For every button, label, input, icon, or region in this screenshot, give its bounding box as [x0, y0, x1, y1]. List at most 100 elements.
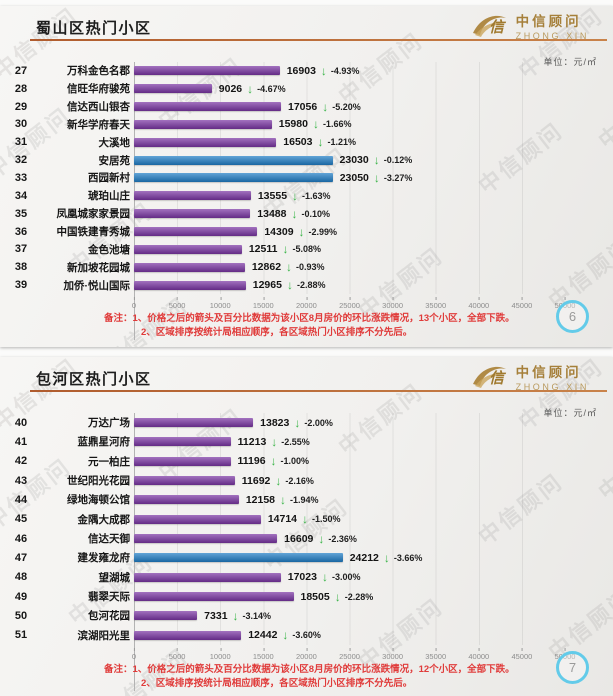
change-percent: -2.99% — [308, 226, 338, 237]
x-tick-label: 25000 — [339, 297, 360, 310]
change-percent: -1.50% — [312, 514, 341, 525]
rank-label: 48 — [14, 571, 28, 584]
price-value: 14309 — [264, 225, 294, 238]
rank-label: 28 — [14, 82, 28, 95]
down-arrow-icon: ↓ — [302, 512, 309, 527]
bar-chart: 40 万达广场 13823 ↓ -2.00% 41 蓝鼎星河府 11213 ↓ -2.55% 42 元… — [0, 413, 613, 645]
price-value: 23050 — [339, 171, 369, 184]
chart-row: 45 金隅大成郡 14714 ↓ -1.50% — [0, 512, 613, 526]
price-bar — [134, 456, 231, 466]
bar-zone: 11213 ↓ -2.55% — [134, 436, 565, 448]
bar-chart: 27 万科金色名郡 16903 ↓ -4.93% 28 信旺华府骏苑 9026 ↓ -4.67% 2… — [0, 62, 613, 294]
bar-zone: 12862 ↓ -0.93% — [134, 261, 565, 273]
rank-label: 43 — [14, 474, 28, 487]
rank-label: 37 — [14, 243, 28, 256]
chart-row: 37 金色池塘 12511 ↓ -5.08% — [0, 242, 613, 256]
change-percent: -1.21% — [327, 137, 356, 148]
price-bar — [134, 119, 272, 129]
change-percent: -4.67% — [257, 83, 286, 94]
community-name: 包河花园 — [88, 610, 130, 623]
bar-zone: 17056 ↓ -5.20% — [134, 101, 565, 113]
change-percent: -4.93% — [330, 65, 360, 76]
change-percent: -5.20% — [332, 101, 361, 112]
x-tick-label: 45000 — [511, 297, 533, 310]
x-tick-label: 15000 — [252, 297, 274, 310]
bar-zone: 16903 ↓ -4.93% — [134, 65, 565, 77]
price-bar — [134, 495, 239, 505]
chart-row: 39 加侨·悦山国际 12965 ↓ -2.88% — [0, 278, 613, 292]
change-percent: -2.55% — [281, 436, 310, 447]
down-arrow-icon: ↓ — [247, 81, 254, 96]
bar-zone: 13555 ↓ -1.63% — [134, 190, 565, 202]
price-value: 15980 — [278, 118, 308, 131]
change-percent: -1.63% — [302, 190, 331, 201]
down-arrow-icon: ↓ — [383, 550, 390, 565]
price-value: 9026 — [218, 82, 243, 95]
footnote-line-2: 2、区域排序按统计局相应顺序，各区域热门小区排序不分先后。 — [141, 677, 413, 689]
price-value: 16903 — [286, 64, 316, 77]
brand-logo-icon: 信 — [469, 362, 511, 392]
price-value: 11196 — [237, 455, 266, 468]
bar-zone: 17023 ↓ -3.00% — [134, 571, 565, 583]
bar-zone: 15980 ↓ -1.66% — [134, 118, 565, 130]
x-tick-label: 5000 — [168, 648, 186, 661]
rank-label: 34 — [14, 189, 28, 202]
down-arrow-icon: ↓ — [271, 434, 278, 449]
price-value: 13823 — [260, 416, 290, 429]
price-value: 7331 — [204, 609, 228, 622]
down-arrow-icon: ↓ — [291, 206, 298, 221]
chart-row: 31 大溪地 16503 ↓ -1.21% — [0, 135, 613, 149]
slide-shushan: 中信顾问中信顾问中信顾问中信顾问中信顾问中信顾问中信顾问中信顾问中信顾问中信顾问… — [0, 6, 613, 347]
brand-name-cn: 中信顾问 — [515, 365, 582, 380]
change-percent: -3.27% — [383, 172, 413, 183]
bar-zone: 14714 ↓ -1.50% — [134, 513, 565, 525]
price-value: 12158 — [245, 493, 276, 506]
down-arrow-icon: ↓ — [317, 135, 324, 150]
y-axis-line — [134, 62, 135, 340]
price-bar — [134, 630, 242, 640]
brand-logo: 信 中信顾问 ZHONG XIN — [469, 10, 589, 41]
bar-zone: 23050 ↓ -3.27% — [134, 172, 565, 184]
chart-row: 51 滨湖阳光里 12442 ↓ -3.60% — [0, 628, 613, 642]
community-name: 金色池塘 — [88, 243, 130, 256]
chart-row: 50 包河花园 7331 ↓ -3.14% — [0, 609, 613, 623]
slide-baohe: 中信顾问中信顾问中信顾问中信顾问中信顾问中信顾问中信顾问中信顾问中信顾问中信顾问… — [0, 357, 613, 696]
bar-zone: 13823 ↓ -2.00% — [134, 417, 565, 429]
footnote-line-2: 2、区域排序按统计局相应顺序，各区域热门小区排序不分先后。 — [141, 326, 413, 338]
chart-row: 40 万达广场 13823 ↓ -2.00% — [0, 416, 613, 430]
brand-name-en: ZHONG XIN — [515, 31, 589, 41]
community-name: 元一柏庄 — [88, 455, 130, 468]
rank-label: 50 — [14, 609, 28, 622]
price-value: 12442 — [248, 629, 278, 642]
down-arrow-icon: ↓ — [321, 570, 328, 585]
community-name: 新加坡花园城 — [67, 261, 130, 274]
chart-row: 33 西园新村 23050 ↓ -3.27% — [0, 171, 613, 185]
chart-row: 46 信达天御 16609 ↓ -2.36% — [0, 532, 613, 546]
x-tick-label: 0 — [131, 297, 137, 310]
down-arrow-icon: ↓ — [232, 608, 239, 623]
rank-label: 30 — [14, 118, 28, 131]
x-tick-label: 35000 — [425, 648, 447, 661]
down-arrow-icon: ↓ — [282, 628, 289, 643]
bar-zone: 7331 ↓ -3.14% — [134, 610, 565, 622]
price-value: 13488 — [257, 207, 287, 220]
bar-zone: 12965 ↓ -2.88% — [134, 279, 565, 291]
footnote: 备注：1、价格之后的箭头及百分比数据为该小区8月房价的环比涨跌情况，13个小区，… — [104, 312, 515, 340]
price-bar — [134, 437, 231, 447]
x-tick-label: 25000 — [339, 648, 360, 661]
change-percent: -1.94% — [290, 494, 319, 505]
unit-label: 单位：元/㎡ — [543, 57, 597, 67]
footnote-line-1: 备注：1、价格之后的箭头及百分比数据为该小区8月房价的环比涨跌情况，12个小区，… — [104, 664, 515, 675]
price-value: 11213 — [237, 435, 267, 448]
price-bar — [134, 476, 235, 486]
price-value: 24212 — [349, 551, 379, 564]
rank-label: 36 — [14, 225, 28, 238]
price-bar — [134, 137, 277, 147]
bar-zone: 16609 ↓ -2.36% — [134, 533, 565, 545]
x-tick-label: 10000 — [209, 648, 231, 661]
bar-zone: 12158 ↓ -1.94% — [134, 494, 565, 506]
chart-row: 43 世纪阳光花园 11692 ↓ -2.16% — [0, 474, 613, 488]
chart-row: 42 元一柏庄 11196 ↓ -1.00% — [0, 454, 613, 468]
community-name: 信达天御 — [88, 533, 130, 546]
slide-title: 蜀山区热门小区 — [36, 20, 152, 37]
